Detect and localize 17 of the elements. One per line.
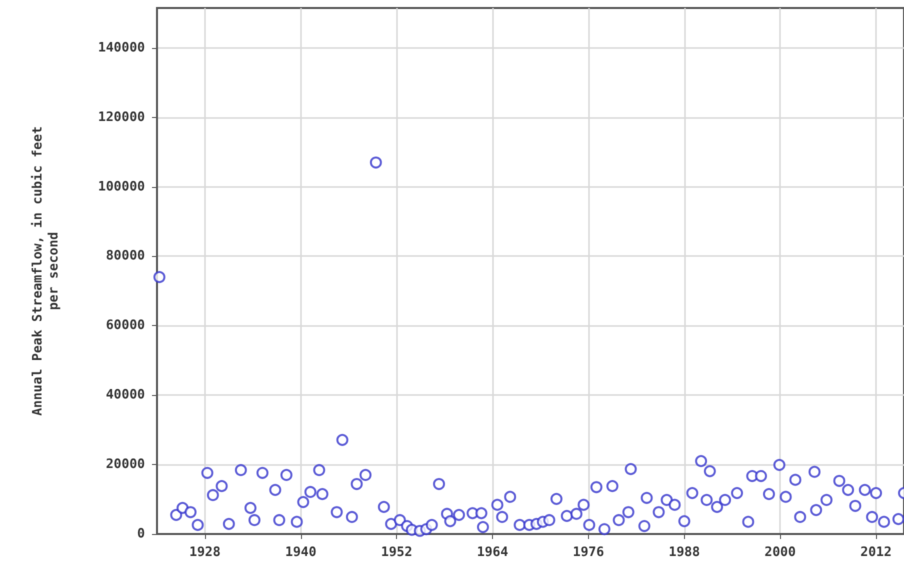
x-tick-label: 1952 [381, 545, 412, 560]
y-tick-label: 120000 [98, 110, 146, 125]
x-tick-label: 1976 [572, 545, 604, 560]
y-tick-label: 140000 [98, 40, 146, 56]
x-tick-label: 1928 [189, 545, 221, 560]
y-axis-title: Annual Peak Streamflow, in cubic feet per second [30, 126, 62, 416]
y-tick-label: 80000 [106, 248, 146, 264]
x-tick-label: 1988 [668, 545, 700, 560]
y-tick-label: 40000 [106, 388, 146, 403]
x-tick-label: 1940 [285, 545, 317, 560]
x-tick-label: 2012 [860, 545, 892, 560]
y-tick-label: 0 [137, 526, 146, 542]
x-tick-label: 2000 [764, 545, 796, 560]
x-tick-label: 1964 [476, 545, 508, 560]
y-tick-label: 20000 [106, 457, 146, 472]
y-tick-label: 60000 [106, 318, 146, 334]
y-tick-label: 100000 [98, 179, 146, 194]
